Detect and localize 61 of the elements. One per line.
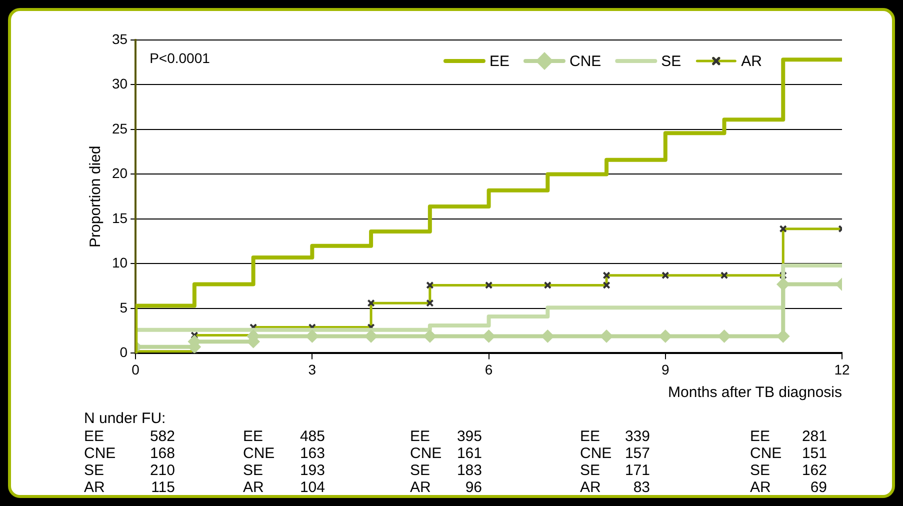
legend-label: CNE xyxy=(569,53,602,70)
text: AR xyxy=(84,479,105,497)
text: 69 xyxy=(810,479,827,497)
text: N under FU: xyxy=(84,410,166,428)
y-tick-label: 30 xyxy=(112,76,128,92)
text: 157 xyxy=(624,445,650,463)
text: SE xyxy=(243,462,264,480)
text: 83 xyxy=(633,479,650,497)
text: EE xyxy=(243,428,264,446)
text: CNE xyxy=(243,445,275,463)
text: 171 xyxy=(624,462,650,480)
text: CNE xyxy=(410,445,442,463)
y-tick-label: 25 xyxy=(112,120,128,136)
text: SE xyxy=(410,462,430,480)
text: 96 xyxy=(465,479,482,497)
y-tick-label: 35 xyxy=(112,30,128,47)
y-axis-title: Proportion died xyxy=(87,146,104,248)
y-tick-label: 0 xyxy=(120,344,128,360)
text: 210 xyxy=(150,462,175,480)
text: 163 xyxy=(300,445,325,463)
text: 162 xyxy=(802,462,827,480)
text: 161 xyxy=(456,445,482,463)
text: SE xyxy=(84,462,104,480)
legend-label: EE xyxy=(489,53,510,70)
y-tick-label: 5 xyxy=(120,299,128,316)
x-tick-label: 0 xyxy=(132,361,140,378)
x-tick-label: 3 xyxy=(308,361,316,378)
x-tick-label: 9 xyxy=(661,361,670,378)
text: AR xyxy=(410,479,431,497)
text: 104 xyxy=(300,479,325,497)
text: AR xyxy=(243,479,264,497)
text: EE xyxy=(84,428,104,446)
y-tick-label: 15 xyxy=(112,210,128,226)
text: 485 xyxy=(300,428,325,446)
y-tick-label: 10 xyxy=(112,254,128,271)
text: EE xyxy=(750,428,770,446)
legend-label: SE xyxy=(661,53,682,70)
text: CNE xyxy=(580,445,612,463)
text: 339 xyxy=(624,428,650,446)
text: EE xyxy=(410,428,430,446)
y-tick-label: 20 xyxy=(112,165,128,182)
text: 193 xyxy=(300,462,325,480)
text: 115 xyxy=(151,479,175,497)
text: 183 xyxy=(456,462,482,480)
annotation: P<0.0001 xyxy=(150,50,210,66)
text: CNE xyxy=(84,445,116,463)
text: AR xyxy=(750,479,771,497)
x-axis-title: Months after TB diagnosis xyxy=(668,384,842,402)
x-tick-label: 6 xyxy=(484,361,493,378)
text: SE xyxy=(580,462,600,480)
text: 395 xyxy=(456,428,482,446)
text: 151 xyxy=(802,445,827,463)
text: 281 xyxy=(802,428,827,446)
text: EE xyxy=(580,428,600,446)
text: SE xyxy=(750,462,770,480)
text: 582 xyxy=(150,428,175,446)
text: CNE xyxy=(750,445,782,463)
text: AR xyxy=(580,479,601,497)
text: 168 xyxy=(150,445,175,463)
legend-label: AR xyxy=(741,53,762,70)
x-tick-label: 12 xyxy=(834,361,850,378)
